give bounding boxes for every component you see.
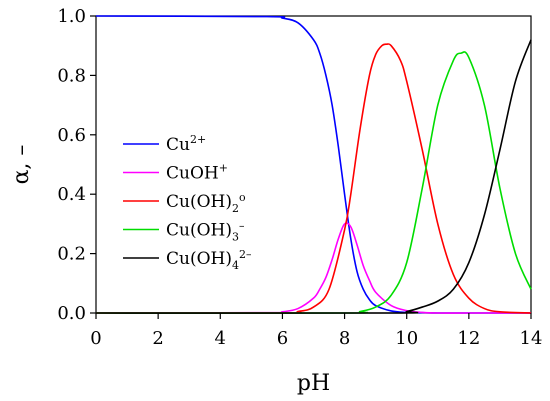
x-tick-label: 8 <box>339 328 350 349</box>
x-tick-label: 0 <box>90 328 101 349</box>
legend-label-base: Cu(OH) <box>166 192 232 212</box>
legend-label-after: 2– <box>239 248 252 261</box>
y-tick-label: 1.0 <box>57 6 86 27</box>
legend-label-base: CuOH <box>166 164 219 184</box>
x-tick-label: 6 <box>277 328 288 349</box>
legend-label-sub: 4 <box>232 259 239 272</box>
series-curves <box>95 15 532 314</box>
axis-ticks: 0 2 4 6 8 10 12 14 0.0 0.2 0.4 0.6 0.8 1.0 <box>57 6 542 349</box>
x-tick-label: 2 <box>152 328 163 349</box>
series-line-2 <box>95 43 532 314</box>
legend-label-3: Cu(OH)3– <box>166 220 245 244</box>
legend-label-sup: 2+ <box>190 133 206 146</box>
y-tick-label: 0.6 <box>57 125 86 146</box>
x-axis-title: pH <box>297 371 330 396</box>
legend-label-4: Cu(OH)42– <box>166 248 252 272</box>
x-tick-label: 10 <box>395 328 418 349</box>
x-tick-label: 4 <box>215 328 226 349</box>
legend-label-base: Cu(OH) <box>166 249 232 269</box>
legend-label-2: Cu(OH)2o <box>166 191 246 215</box>
series-line-3 <box>95 51 532 314</box>
x-tick-label: 14 <box>520 328 543 349</box>
y-tick-label: 0.4 <box>57 184 86 205</box>
legend-label-0: Cu2+ <box>166 133 206 155</box>
legend-label-base: Cu <box>166 135 190 155</box>
legend-label-base: Cu(OH) <box>166 221 232 241</box>
y-tick-label: 0.0 <box>57 303 86 324</box>
series-line-4 <box>95 39 532 314</box>
legend-label-after: – <box>239 220 245 233</box>
y-tick-label: 0.8 <box>57 65 86 86</box>
legend-label-after: o <box>239 191 246 204</box>
legend-label-sup: + <box>219 162 228 175</box>
legend-label-sub: 2 <box>232 202 239 215</box>
y-axis-title: α, – <box>9 145 34 185</box>
y-tick-label: 0.2 <box>57 244 86 265</box>
legend-label-1: CuOH+ <box>166 162 228 184</box>
legend-label-sub: 3 <box>232 231 239 244</box>
x-tick-label: 12 <box>457 328 480 349</box>
